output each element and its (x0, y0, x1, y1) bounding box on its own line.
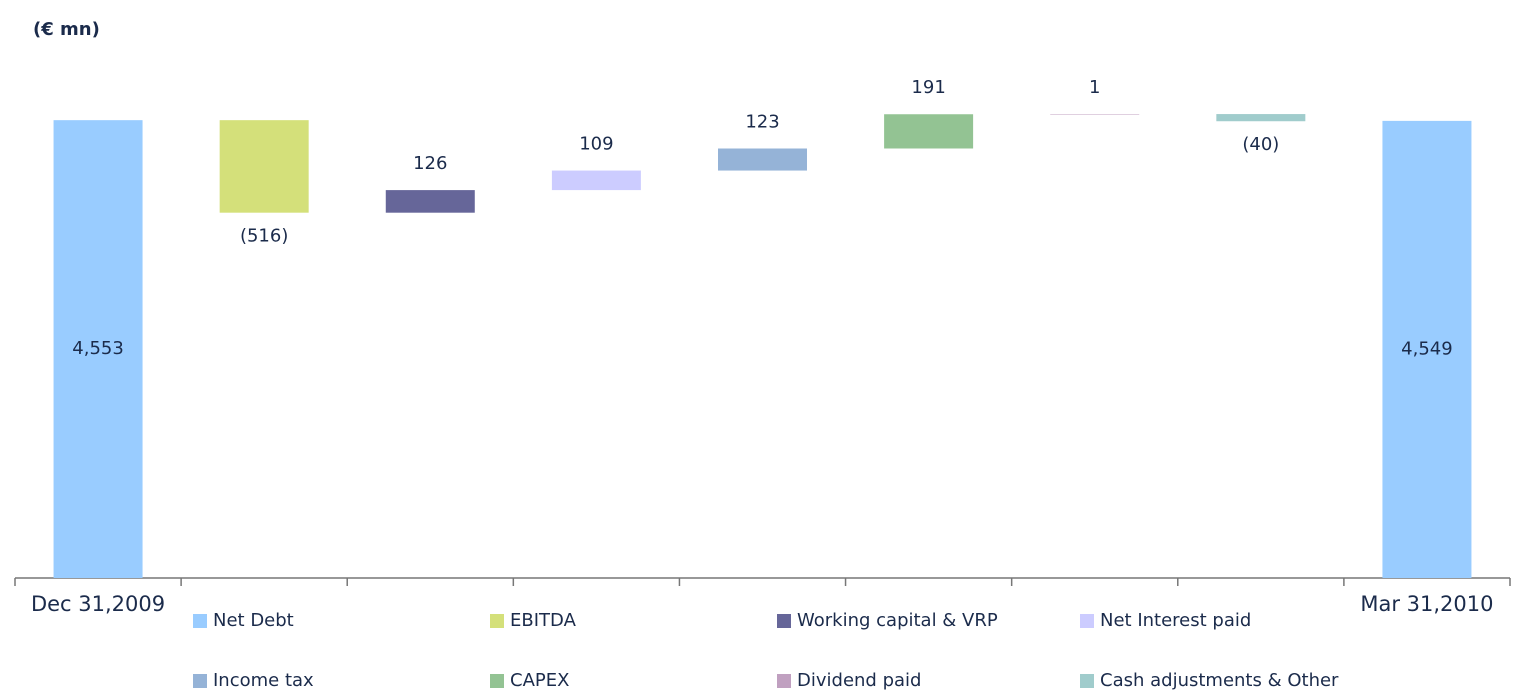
legend-swatch (193, 614, 207, 628)
bar (718, 148, 807, 171)
legend-label: Net Interest paid (1100, 610, 1251, 631)
bar (1382, 120, 1472, 578)
bar (53, 120, 143, 579)
x-tick-label: Dec 31,2009 (31, 592, 165, 616)
data-label: (40) (1242, 134, 1279, 155)
legend-swatch (777, 614, 791, 628)
bar (1216, 114, 1306, 122)
legend-label: Working capital & VRP (797, 610, 998, 631)
bar (1050, 114, 1140, 115)
legend-swatch (193, 674, 207, 688)
legend-label: Net Debt (213, 610, 294, 631)
legend-swatch (1080, 614, 1094, 628)
bar (884, 114, 974, 149)
legend-swatch (490, 614, 504, 628)
legend-swatch (777, 674, 791, 688)
data-label: 123 (745, 111, 779, 132)
chart-title: (€ mn) (33, 19, 100, 40)
data-label: 1 (1089, 77, 1100, 98)
legend-label: Income tax (213, 670, 314, 691)
bar (385, 190, 475, 213)
legend-swatch (490, 674, 504, 688)
legend-swatch (1080, 674, 1094, 688)
bar (219, 120, 309, 213)
legend-label: EBITDA (510, 610, 577, 631)
legend-label: CAPEX (510, 670, 569, 691)
data-label: 4,549 (1401, 338, 1453, 359)
data-label: 191 (911, 77, 945, 98)
bar (551, 170, 641, 191)
legend-label: Cash adjustments & Other (1100, 670, 1339, 691)
data-label: 109 (579, 134, 613, 155)
data-label: (516) (240, 226, 288, 247)
x-tick-label: Mar 31,2010 (1360, 592, 1493, 616)
data-label: 126 (413, 153, 447, 174)
data-label: 4,553 (72, 338, 124, 359)
legend-label: Dividend paid (797, 670, 921, 691)
